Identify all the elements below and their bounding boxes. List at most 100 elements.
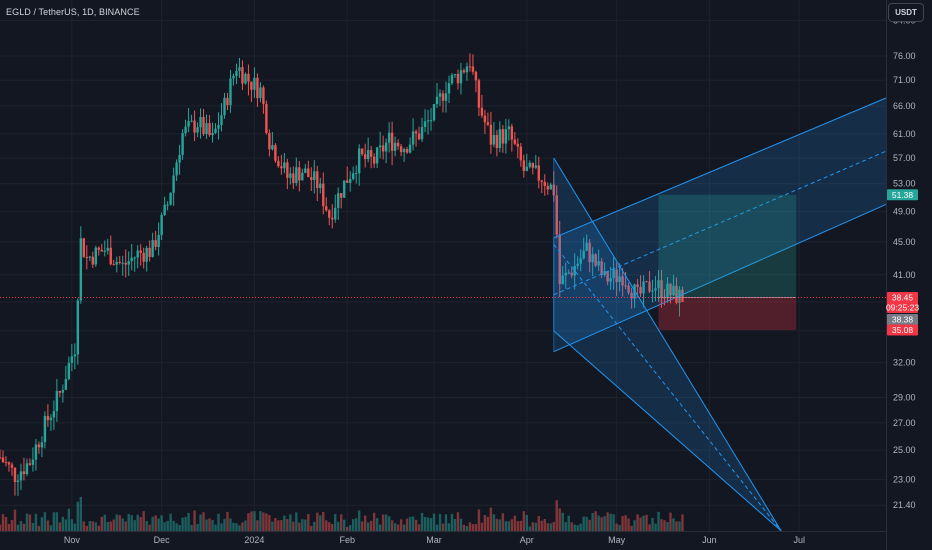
candle-body bbox=[19, 471, 23, 481]
candle-body bbox=[432, 104, 436, 121]
candle-body bbox=[55, 390, 59, 412]
volume-bar bbox=[420, 512, 424, 531]
candle-body bbox=[223, 97, 226, 116]
candle-body bbox=[381, 145, 385, 152]
volume-bar bbox=[660, 519, 663, 531]
candle-body bbox=[91, 256, 94, 265]
volume-bar bbox=[238, 525, 241, 531]
candle-body bbox=[582, 250, 585, 259]
volume-bar bbox=[313, 521, 316, 531]
candle-body bbox=[591, 254, 594, 263]
currency-button[interactable]: USDT bbox=[888, 3, 924, 22]
x-tick-label: Apr bbox=[520, 535, 534, 545]
volume-bar bbox=[396, 524, 400, 531]
volume-bar bbox=[555, 500, 558, 531]
volume-bar bbox=[109, 521, 112, 531]
channel-down-median-line bbox=[553, 244, 782, 532]
candle-body bbox=[471, 66, 475, 72]
candle-body bbox=[594, 254, 597, 266]
candle-body bbox=[313, 171, 316, 180]
candle-body bbox=[642, 281, 645, 294]
candle-body bbox=[372, 156, 376, 164]
candle-body bbox=[498, 129, 502, 149]
candle-body bbox=[241, 67, 244, 84]
candle-body bbox=[588, 242, 591, 263]
candle-body bbox=[265, 103, 268, 133]
candle-body bbox=[79, 238, 83, 301]
volume-bar bbox=[438, 513, 442, 531]
candle-body bbox=[681, 289, 684, 302]
x-tick-label: May bbox=[608, 535, 626, 545]
volume-bar bbox=[402, 524, 406, 531]
volume-bar bbox=[390, 520, 394, 531]
volume-bar bbox=[43, 512, 47, 531]
volume-bar bbox=[88, 521, 91, 531]
volume-bar bbox=[304, 519, 307, 531]
volume-bar bbox=[0, 524, 2, 531]
volume-bars bbox=[0, 496, 684, 531]
candle-body bbox=[366, 150, 370, 160]
candle-body bbox=[0, 457, 2, 459]
x-tick-label: Dec bbox=[154, 535, 171, 545]
candle-body bbox=[106, 247, 109, 251]
volume-bar bbox=[346, 526, 349, 531]
candle-body bbox=[286, 162, 289, 178]
candle-body bbox=[127, 261, 130, 265]
volume-bar bbox=[271, 521, 274, 531]
volume-bar bbox=[352, 519, 355, 531]
candle-body bbox=[283, 162, 286, 169]
volume-bar bbox=[642, 515, 645, 531]
volume-bar bbox=[181, 517, 184, 531]
volume-bar bbox=[474, 524, 478, 531]
candle-body bbox=[4, 461, 8, 463]
volume-bar bbox=[624, 515, 627, 531]
candle-body bbox=[25, 463, 29, 475]
volume-bar bbox=[498, 519, 502, 531]
volume-bar bbox=[651, 517, 654, 531]
y-tick-label: 29.00 bbox=[893, 393, 916, 403]
channel-up-upper-line bbox=[553, 97, 887, 239]
volume-bar bbox=[325, 520, 328, 531]
volume-bar bbox=[58, 522, 62, 531]
candle-body bbox=[319, 183, 322, 188]
volume-bar bbox=[375, 518, 379, 531]
volume-bar bbox=[94, 522, 97, 531]
candle-body bbox=[229, 78, 232, 106]
candle-body bbox=[37, 444, 41, 448]
volume-bar bbox=[124, 521, 127, 531]
candle-body bbox=[274, 145, 277, 161]
y-tick-label: 41.00 bbox=[893, 270, 916, 280]
volume-bar bbox=[187, 512, 190, 531]
candle-body bbox=[429, 120, 433, 122]
volume-bar bbox=[214, 524, 217, 531]
volume-bar bbox=[142, 511, 145, 531]
y-tick-label: 66.00 bbox=[893, 101, 916, 111]
candle-body bbox=[187, 121, 190, 127]
candle-body bbox=[435, 96, 439, 105]
volume-bar bbox=[229, 518, 232, 531]
volume-bar bbox=[25, 513, 29, 531]
volume-bar bbox=[552, 521, 555, 531]
candle-body bbox=[522, 160, 526, 171]
candle-body bbox=[399, 146, 403, 153]
volume-bar bbox=[354, 518, 358, 531]
volume-bar bbox=[112, 519, 115, 531]
target-price-tag-text: 51.38 bbox=[892, 190, 914, 200]
low-price-tag-text: 38.38 bbox=[892, 315, 914, 325]
candle-body bbox=[645, 281, 648, 283]
volume-bar bbox=[235, 523, 238, 531]
channel-up-lower-line bbox=[553, 203, 887, 353]
volume-bar bbox=[444, 514, 448, 531]
volume-bar bbox=[241, 522, 244, 531]
y-tick-label: 45.00 bbox=[893, 237, 916, 247]
stop-price-tag: 35.08 bbox=[887, 324, 918, 336]
candle-body bbox=[627, 285, 630, 293]
candle-body bbox=[295, 167, 298, 183]
channel-up bbox=[553, 97, 887, 353]
volume-bar bbox=[540, 520, 543, 531]
candle-body bbox=[325, 206, 328, 211]
candle-body bbox=[441, 93, 445, 101]
candle-body bbox=[576, 263, 579, 266]
volume-bar bbox=[663, 520, 666, 531]
